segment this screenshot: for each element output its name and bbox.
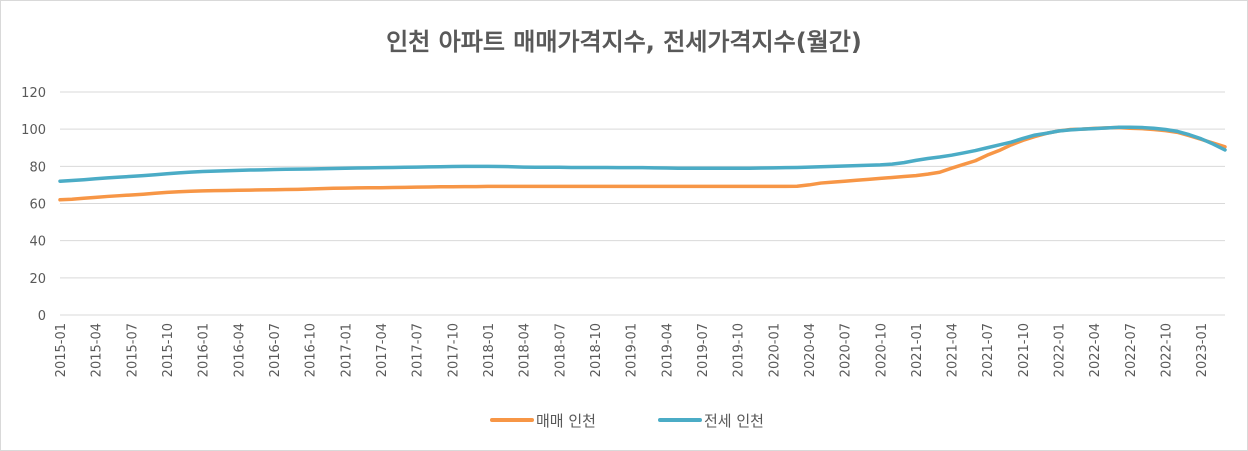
x-tick-label: 2017-01 (339, 323, 354, 377)
gridlines (60, 91, 1225, 316)
x-tick-label: 2018-04 (518, 323, 533, 377)
x-tick-label: 2021-07 (981, 323, 996, 377)
x-tick-label: 2022-04 (1088, 323, 1103, 377)
y-tick-label: 60 (29, 198, 46, 213)
x-tick-label: 2022-10 (1160, 323, 1175, 377)
x-tick-label: 2020-04 (803, 323, 818, 377)
x-tick-label: 2015-04 (90, 323, 105, 377)
x-tick-label: 2020-07 (839, 323, 854, 377)
y-tick-label: 0 (38, 309, 46, 324)
x-tick-label: 2018-01 (482, 323, 497, 377)
x-tick-label: 2018-07 (553, 323, 568, 377)
series-line-jeonse (58, 125, 1227, 183)
x-tick-label: 2015-07 (125, 323, 140, 377)
x-tick-label: 2020-01 (767, 323, 782, 377)
x-tick-label: 2019-10 (732, 323, 747, 377)
legend-label: 전세 인천 (704, 412, 764, 430)
x-tick-label: 2019-01 (625, 323, 640, 377)
x-tick-label: 2017-04 (375, 323, 390, 377)
series-line-sale (58, 125, 1227, 202)
x-tick-label: 2020-10 (874, 323, 889, 377)
x-tick-label: 2015-10 (161, 323, 176, 377)
x-tick-label: 2016-04 (232, 323, 247, 377)
x-tick-label: 2022-07 (1124, 323, 1139, 377)
x-tick-label: 2019-04 (660, 323, 675, 377)
x-tick-label: 2016-10 (304, 323, 319, 377)
x-tick-label: 2016-07 (268, 323, 283, 377)
x-tick-label: 2021-04 (946, 323, 961, 377)
x-tick-label: 2017-07 (411, 323, 426, 377)
y-tick-label: 40 (29, 235, 46, 250)
y-tick-label: 120 (21, 86, 46, 101)
x-tick-label: 2021-01 (910, 323, 925, 377)
x-tick-label: 2015-01 (54, 323, 69, 377)
y-axis-ticks: 0 20 40 60 80 100 120 (21, 86, 46, 324)
y-tick-label: 100 (21, 123, 46, 138)
x-tick-label: 2018-10 (589, 323, 604, 377)
y-tick-label: 80 (29, 160, 46, 175)
series-lines (58, 125, 1227, 202)
x-tick-label: 2017-10 (446, 323, 461, 377)
x-tick-label: 2016-01 (197, 323, 212, 377)
x-tick-label: 2021-10 (1017, 323, 1032, 377)
legend: 매매 인천 전세 인천 (490, 412, 764, 430)
chart-title: 인천 아파트 매매가격지수, 전세가격지수(월간) (386, 28, 862, 56)
x-tick-label: 2022-01 (1053, 323, 1068, 377)
x-tick-label: 2023-01 (1195, 323, 1210, 377)
y-tick-label: 20 (29, 272, 46, 287)
x-axis-ticks: 2015-01 2015-04 2015-07 2015-10 2016-01 2016-… (54, 323, 1210, 377)
legend-label: 매매 인천 (536, 412, 596, 430)
x-tick-label: 2019-07 (696, 323, 711, 377)
